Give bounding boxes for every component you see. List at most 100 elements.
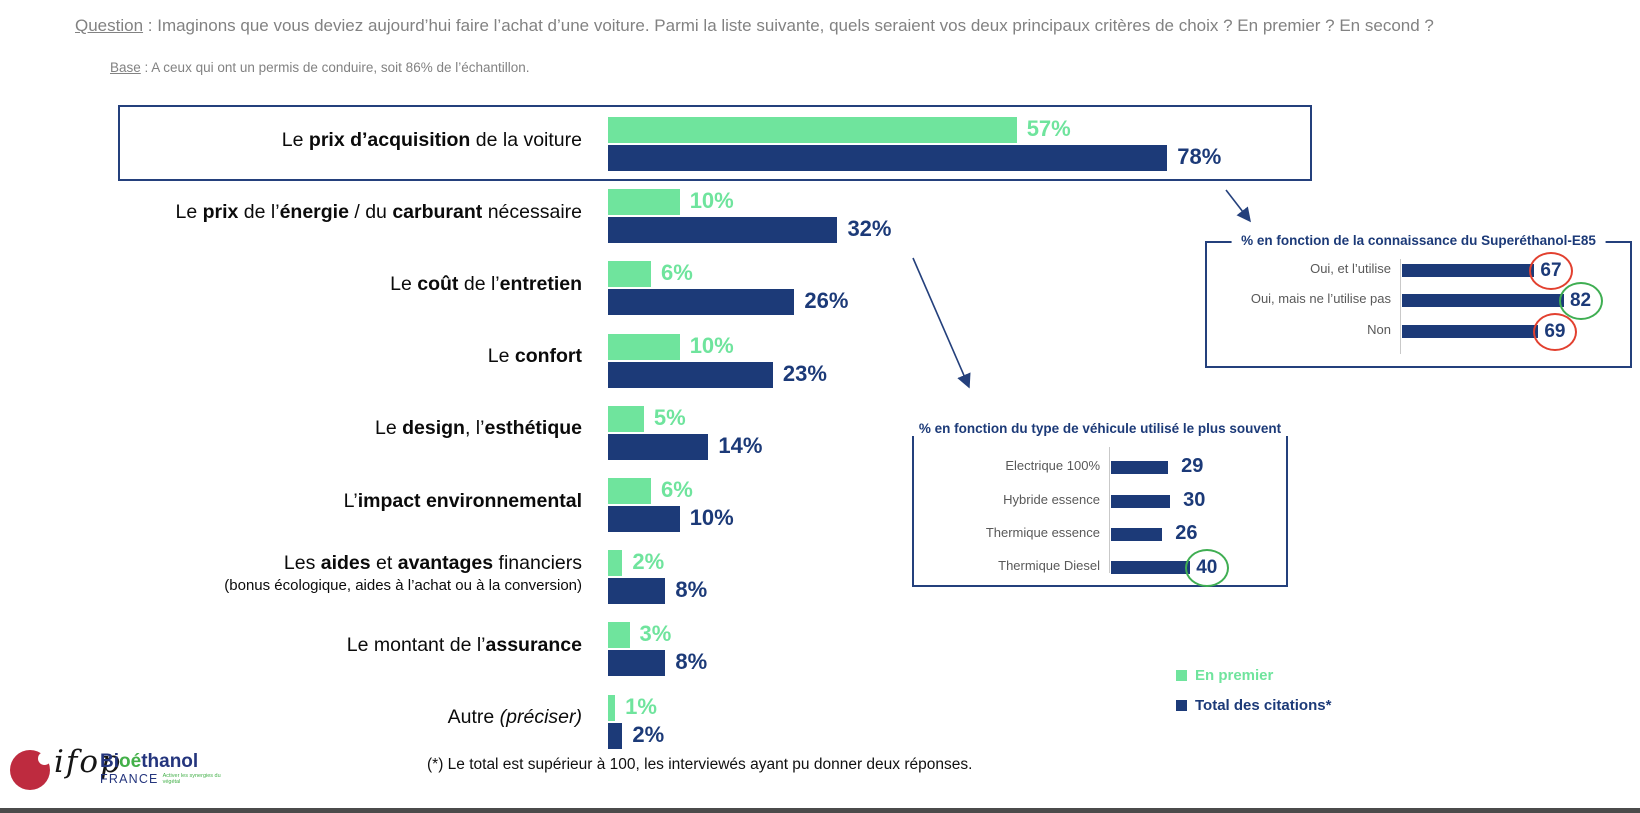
label-segment: Le [487, 345, 515, 368]
legend-swatch [1176, 700, 1187, 711]
bar-total-citations [608, 578, 666, 605]
inset-bar [1111, 460, 1169, 474]
bar-total-citations [608, 722, 623, 749]
inset-bar [1402, 263, 1534, 277]
inset-category-label: Oui, mais ne l’utilise pas [1250, 291, 1391, 306]
inset-category-label: Thermique essence [985, 525, 1100, 540]
category-label: Le montant de l’assurance [118, 615, 582, 675]
label-segment: coût [417, 272, 459, 295]
bar-total-citations [608, 145, 1168, 171]
value-en-premier: 1% [625, 693, 657, 719]
inset-bar [1111, 560, 1190, 574]
label-segment: Le [390, 272, 418, 295]
label-segment: financiers [493, 551, 582, 574]
main-chart-row: Le montant de l’assurance 3% 8% [118, 621, 1418, 677]
inset-category-label: Oui, et l’utilise [1310, 261, 1391, 276]
category-label: Le confort [118, 327, 582, 387]
question-text: Question : Imaginons que vous deviez auj… [75, 16, 1434, 36]
category-label: Le coût de l’entretien [118, 254, 582, 314]
label-segment: énergie [279, 200, 349, 223]
main-chart-row: L’impact environnemental 6% 10% [118, 477, 1418, 532]
bioethanol-country: FRANCE [100, 772, 159, 786]
bar-en-premier [608, 622, 630, 649]
main-chart-row: Le coût de l’entretien 6% 26% [118, 260, 1418, 316]
value-total-citations: 32% [847, 216, 892, 242]
inset-value-circled: 67 [1528, 252, 1573, 290]
category-label: Le prix de l’énergie / du carburant néce… [118, 182, 583, 242]
label-segment: assurance [485, 633, 582, 656]
inset-vehicle-panel: % en fonction du type de véhicule utilis… [908, 421, 1292, 587]
main-chart-row: Les aides et avantages financiers (bonus … [118, 549, 1418, 605]
category-label-line: Le montant de l’assurance [118, 634, 582, 657]
label-segment: de l’ [458, 272, 500, 295]
value-total-citations: 10% [689, 505, 734, 530]
bioethanol-logo: Bioéthanol FRANCE Activer les synergies … [100, 752, 225, 786]
category-label: Les aides et avantages financiers (bonus … [118, 543, 582, 603]
label-segment: L’ [343, 489, 358, 512]
bar-en-premier [608, 694, 616, 721]
label-segment: de l’ [238, 200, 280, 223]
bar-total-citations [608, 289, 795, 316]
inset-value-circled: 69 [1532, 313, 1577, 351]
label-segment: (préciser) [499, 706, 582, 729]
value-en-premier: 5% [653, 404, 686, 430]
label-segment: Le [175, 200, 203, 223]
main-chart-row: Le prix d’acquisition de la voiture 57% 78… [118, 116, 1418, 171]
inset-category-label: Electrique 100% [1005, 458, 1100, 473]
legend-item: En premier [1176, 667, 1331, 684]
label-segment: entretien [499, 272, 582, 295]
category-label-line: Les aides et avantages financiers [118, 552, 582, 575]
label-segment: Le [281, 128, 309, 151]
inset-bar [1111, 527, 1163, 541]
bioethanol-subline: FRANCE Activer les synergies du végétal [100, 773, 225, 786]
label-segment: avantages [397, 551, 494, 574]
label-segment: Les [283, 551, 321, 574]
bar-total-citations [608, 650, 666, 677]
bar-en-premier [608, 333, 680, 360]
label-segment: confort [514, 345, 582, 368]
label-segment: design [402, 417, 465, 440]
highlight-box-top-criterion [118, 105, 1312, 181]
value-en-premier: 57% [1026, 116, 1071, 141]
label-segment: / du [348, 200, 393, 223]
question-label: Question [75, 16, 144, 35]
bar-total-citations [608, 433, 709, 460]
bottom-edge-strip [0, 808, 1640, 813]
inset-axis-line [1400, 259, 1401, 354]
legend-item: Total des citations* [1176, 697, 1331, 714]
inset-vehicle-chart: Electrique 100% 29 Hybride essence 30 Thermi… [914, 431, 1286, 587]
value-total-citations: 8% [675, 649, 708, 675]
category-label: Le design, l’esthétique [118, 399, 582, 459]
ifop-logo-notch [38, 752, 51, 765]
label-segment: Le montant de l’ [346, 633, 486, 656]
label-segment: et [370, 551, 398, 574]
inset-knowledge-panel: % en fonction de la connaissance du Supe… [1205, 233, 1632, 368]
category-label-line: Le coût de l’entretien [118, 273, 582, 296]
base-label: Base [110, 60, 141, 75]
question-body: : Imaginons que vous deviez aujourd’hui … [143, 16, 1434, 35]
inset-bar [1111, 494, 1171, 508]
bar-total-citations [608, 506, 680, 532]
value-en-premier: 2% [632, 549, 665, 575]
value-en-premier: 6% [661, 477, 693, 502]
category-label-line: Le confort [118, 345, 582, 368]
legend-label: Total des citations* [1195, 697, 1332, 714]
inset-value: 29 [1181, 455, 1204, 477]
bar-en-premier [608, 261, 652, 288]
legend-label: En premier [1195, 667, 1274, 684]
inset-value-circled: 82 [1558, 282, 1603, 320]
category-label-line: L’impact environnemental [118, 490, 582, 513]
value-total-citations: 78% [1177, 144, 1222, 169]
value-total-citations: 26% [804, 288, 849, 314]
inset-bar [1402, 324, 1538, 338]
bioethanol-tagline: Activer les synergies du végétal [162, 773, 221, 786]
category-label-line: Le prix d’acquisition de la voiture [118, 129, 582, 152]
label-segment: impact environnemental [357, 489, 582, 512]
bioethanol-word-part: thanol [141, 751, 199, 772]
base-text: Base : A ceux qui ont un permis de condu… [110, 60, 530, 75]
inset-category-label: Non [1367, 322, 1391, 337]
bar-en-premier [608, 550, 623, 577]
value-en-premier: 10% [689, 188, 734, 214]
bioethanol-word-part: Bi [100, 751, 119, 772]
bar-en-premier [608, 478, 652, 504]
